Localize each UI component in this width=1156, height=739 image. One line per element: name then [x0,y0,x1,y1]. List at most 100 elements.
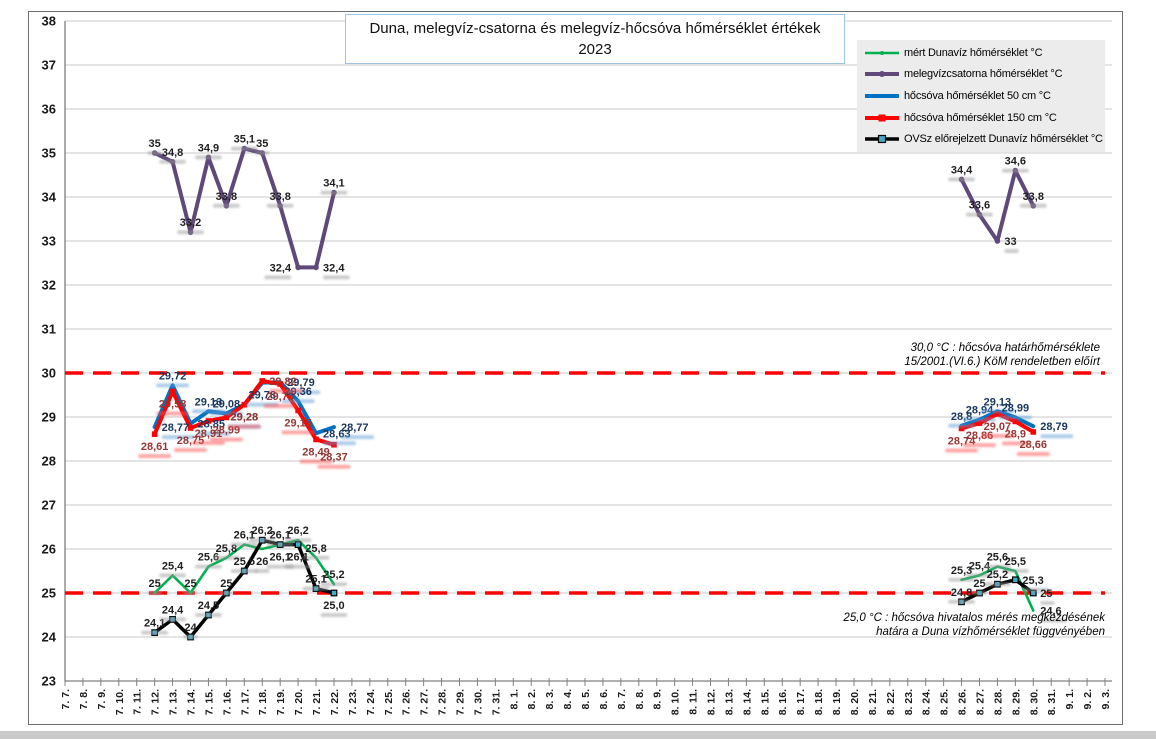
data-label: 29,15 [284,417,312,429]
data-label-smudge [156,383,190,388]
legend-item-3: hőcsóva hőmérséklet 150 cm °C [863,111,1105,125]
data-label: 26,1 [287,552,308,564]
data-label-smudge [948,577,975,582]
data-label-smudge [320,190,348,195]
y-axis-tick-label: 26 [42,542,56,557]
x-axis-tick-label: 8. 31. [1046,689,1058,715]
data-label-smudge [161,435,195,440]
x-axis-tick-label: 7. 24. [365,689,377,715]
data-label: 35 [256,138,268,150]
legend-item-4: OVSz előrejelzett Dunavíz hőmérséklet °C [863,132,1105,146]
y-axis-tick-label: 30 [42,366,56,381]
data-label-smudge [302,586,330,591]
data-point-marker [958,425,965,432]
y-axis-tick-label: 32 [42,278,56,293]
legend-marker-0 [865,50,899,55]
data-label: 28,37 [320,452,348,464]
y-axis-tick-label: 37 [42,58,56,73]
x-axis-tick-label: 8. 5. [580,689,592,710]
x-axis-tick-label: 8. 12. [706,689,718,715]
data-label-smudge [281,430,315,435]
data-label-smudge [264,275,292,280]
x-axis-tick-label: 9. 2. [1082,689,1094,710]
data-label: 28,94 [966,405,994,417]
data-label: 25,1 [305,574,326,586]
data-label: 33,8 [216,191,237,203]
data-label-smudge [299,459,333,464]
limit-25-annotation-line2: határa a Duna vízhőmérséklet függvényébe… [876,626,1105,638]
data-label-smudge [266,542,294,547]
legend-item-0: mért Dunavíz hőmérséklet °C [863,46,1105,60]
data-label: 28,85 [198,419,226,431]
data-label-smudge [320,613,348,617]
data-point-marker [994,411,1001,417]
data-label: 29,75 [266,391,294,403]
x-axis-tick-label: 8. 6. [598,689,610,710]
data-label-smudge [1040,601,1055,605]
y-axis-tick-label: 38 [42,14,56,29]
chart-legend: mért Dunavíz hőmérséklet °C melegvízcsato… [857,40,1105,152]
y-axis-tick-label: 33 [42,234,56,249]
data-label-smudge [302,555,330,560]
x-axis-tick-label: 8. 24. [921,689,933,715]
x-axis-tick-label: 8. 15. [759,689,771,715]
legend-item-2: hőcsóva hőmérséklet 50 cm °C [863,89,1105,103]
data-point-marker [994,238,1001,244]
x-axis-tick-label: 7. 15. [203,689,215,715]
data-label: 26 [256,556,268,568]
y-axis-tick-label: 31 [42,322,56,337]
limit-30-annotation-line1: 30,0 °C : hőcsóva határhőmérséklete [910,342,1100,354]
x-axis-tick-label: 8. 14. [741,689,753,715]
data-point-marker [295,264,301,271]
data-label: 28,61 [141,441,169,453]
x-axis-tick-label: 7. 12. [150,689,162,715]
data-label-smudge [323,441,357,446]
data-point-marker [223,414,230,421]
data-label-smudge [227,424,261,429]
data-label-smudge [945,448,979,453]
data-label: 25,0 [323,600,344,612]
x-axis-tick-label: 8. 29. [1010,689,1022,715]
y-axis-tick-label: 25 [42,586,56,601]
x-axis-tick-label: 8. 22. [885,689,897,715]
data-label-smudge [1001,569,1029,573]
chart-title-box: Duna, melegvíz-csatorna és melegvíz-hőcs… [345,14,845,64]
data-label: 34,9 [198,142,219,154]
x-axis-tick-label: 7. 28. [437,689,449,715]
legend-label-3: hőcsóva hőmérséklet 150 cm °C [904,111,1057,124]
x-axis-tick-label: 7. 25. [383,689,395,715]
data-label-smudge [266,203,294,208]
y-axis-tick-label: 24 [42,630,57,645]
x-axis-tick-label: 8. 20. [849,689,861,715]
data-label-smudge [212,555,240,560]
x-axis-tick-label: 7. 8. [78,689,90,710]
data-point-marker [330,589,338,597]
data-label: 25,4 [162,560,184,572]
data-label-smudge [255,151,270,155]
legend-marker-4 [865,135,899,144]
data-point-marker [313,264,319,271]
data-label: 28,79 [1040,421,1068,433]
data-label-smudge [212,203,240,208]
x-axis-tick-label: 8. 18. [813,689,825,715]
chart-title-line1: Duna, melegvíz-csatorna és melegvíz-hőcs… [369,20,821,37]
data-label-smudge [263,404,297,408]
data-label-smudge [323,275,350,280]
data-label: 25,8 [305,543,326,555]
data-label-smudge [183,635,198,639]
data-point-marker [277,381,283,387]
data-label-smudge [248,538,276,543]
data-label-smudge [159,617,186,622]
data-label-smudge [195,155,222,160]
data-label: 33,2 [180,217,201,229]
x-axis-tick-label: 7. 30. [472,689,484,715]
x-axis-tick-label: 8. 11. [688,689,700,715]
data-label: 29,82 [269,376,297,388]
x-axis-tick-label: 7. 31. [490,689,502,715]
y-axis-tick-label: 35 [42,146,56,161]
data-point-marker [151,431,158,437]
data-label-smudge [320,582,348,587]
data-point-marker [313,436,319,443]
y-axis-tick-label: 28 [42,454,56,469]
data-label-smudge [141,630,169,635]
